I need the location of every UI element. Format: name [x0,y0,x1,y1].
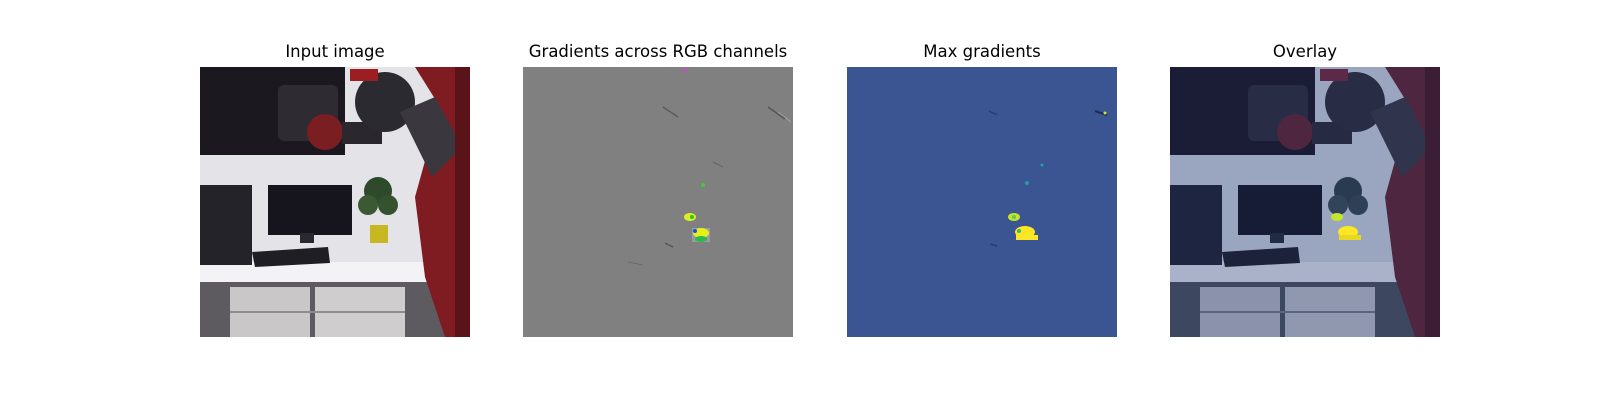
max-gradients-image [847,67,1117,337]
panel-title-max-gradients: Max gradients [923,42,1041,61]
panel-overlay: Overlay [1170,0,1440,400]
input-image [200,67,470,337]
panel-title-gradients-rgb: Gradients across RGB channels [528,42,788,61]
panel-max-gradients: Max gradients [847,0,1117,400]
panel-title-input: Input image [285,42,385,61]
panel-title-overlay: Overlay [1272,42,1338,61]
panel-input: Input image [200,0,470,400]
gradients-rgb-image [523,67,793,337]
overlay-image [1170,67,1440,337]
panel-gradients-rgb: Gradients across RGB channels [523,0,793,400]
